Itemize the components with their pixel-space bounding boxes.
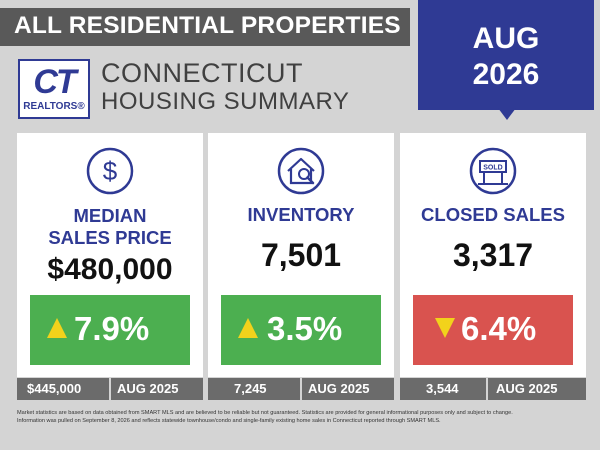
- card-label-line2: SALES PRICE: [48, 227, 172, 248]
- arrow-up-icon: [47, 318, 67, 338]
- bar-divider: [300, 378, 302, 400]
- prior-year-value: $445,000: [27, 381, 82, 396]
- date-month: AUG: [472, 22, 540, 55]
- prior-year-bar-median: $445,000 AUG 2025: [17, 378, 203, 400]
- page-title-line2: HOUSING SUMMARY: [101, 88, 350, 115]
- disclaimer-text: Market statistics are based on data obta…: [17, 410, 587, 425]
- arrow-down-icon: [435, 318, 455, 338]
- banner-title: ALL RESIDENTIAL PROPERTIES: [14, 12, 401, 39]
- change-badge-up: 7.9%: [30, 295, 190, 365]
- prior-year-value: 7,245: [234, 381, 267, 396]
- disclaimer-line1: Market statistics are based on data obta…: [17, 410, 513, 416]
- svg-text:$: $: [103, 156, 118, 186]
- bar-divider: [109, 378, 111, 400]
- date-year: 2026: [472, 58, 540, 91]
- card-label: MEDIAN SALES PRICE: [17, 205, 203, 249]
- sold-sign-icon: SOLD: [469, 147, 517, 195]
- header-banner: ALL RESIDENTIAL PROPERTIES: [0, 8, 410, 46]
- card-label: CLOSED SALES: [421, 204, 565, 225]
- dollar-icon: $: [86, 147, 134, 195]
- logo-letters: CT: [33, 63, 76, 101]
- change-percent: 3.5%: [267, 310, 343, 347]
- bar-divider: [486, 378, 488, 400]
- prior-year-date: AUG 2025: [308, 381, 370, 396]
- prior-year-bar-inventory: 7,245 AUG 2025: [208, 378, 394, 400]
- card-value: $480,000: [47, 253, 173, 286]
- card-closed-sales: SOLD CLOSED SALES 3,317 6.4%: [400, 133, 586, 377]
- prior-year-bar-closed-sales: 3,544 AUG 2025: [400, 378, 586, 400]
- card-inventory: INVENTORY 7,501 3.5%: [208, 133, 394, 377]
- date-badge-pointer: [498, 108, 516, 120]
- disclaimer-line2: Information was pulled on September 8, 2…: [17, 417, 441, 424]
- change-percent: 6.4%: [461, 310, 537, 347]
- change-badge-up: 3.5%: [221, 295, 381, 365]
- card-value: 3,317: [452, 237, 534, 273]
- change-badge-down: 6.4%: [413, 295, 573, 365]
- arrow-up-icon: [238, 318, 258, 338]
- card-label-line1: MEDIAN: [73, 205, 147, 226]
- house-search-icon: [277, 147, 325, 195]
- card-value: 7,501: [260, 237, 342, 273]
- ct-realtors-logo: CT REALTORS®: [18, 59, 90, 119]
- prior-year-date: AUG 2025: [496, 381, 558, 396]
- date-badge: [418, 0, 594, 110]
- card-label: INVENTORY: [247, 204, 355, 225]
- change-percent: 7.9%: [74, 310, 150, 347]
- logo-subtext: REALTORS®: [23, 101, 85, 112]
- prior-year-date: AUG 2025: [117, 381, 179, 396]
- prior-year-value: 3,544: [426, 381, 459, 396]
- page-title-line1: CONNECTICUT: [101, 58, 303, 88]
- card-median-sales-price: $ MEDIAN SALES PRICE $480,000 7.9%: [17, 133, 203, 377]
- sold-sign-text: SOLD: [483, 165, 502, 172]
